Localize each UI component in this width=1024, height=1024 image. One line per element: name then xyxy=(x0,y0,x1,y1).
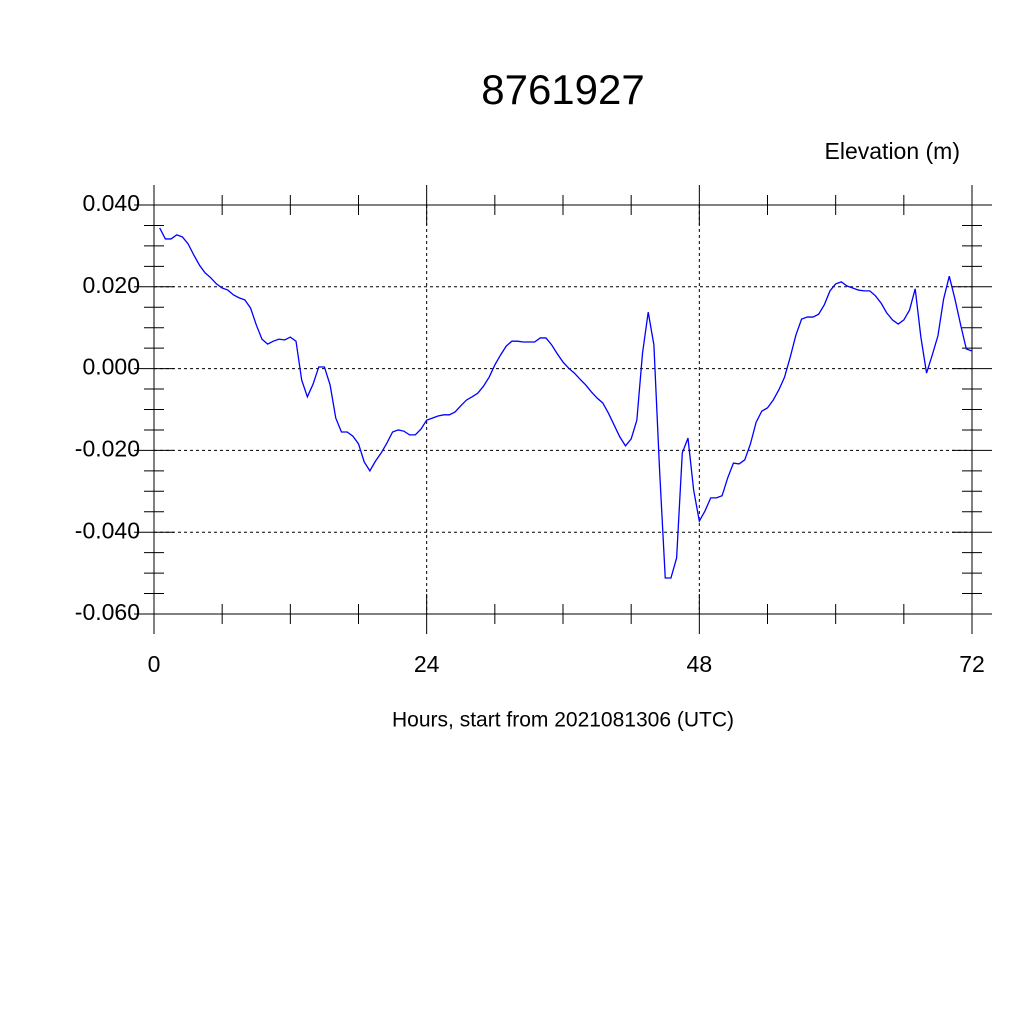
x-axis-title: Hours, start from 2021081306 (UTC) xyxy=(392,709,734,732)
y-tick-label: -0.060 xyxy=(75,599,140,625)
y-tick-label: -0.040 xyxy=(75,517,140,543)
x-tick-label: 24 xyxy=(414,651,440,677)
y-tick-label: 0.000 xyxy=(82,354,140,380)
chart-title: 8761927 xyxy=(481,66,645,113)
plot-frame xyxy=(153,204,973,615)
y-tick-label: -0.020 xyxy=(75,435,140,461)
x-tick-label: 72 xyxy=(959,651,985,677)
data-line xyxy=(159,227,973,579)
x-tick-label: 0 xyxy=(148,651,161,677)
x-tick-label: 48 xyxy=(687,651,713,677)
y-axis-title: Elevation (m) xyxy=(825,138,960,164)
y-tick-label: 0.020 xyxy=(82,272,140,298)
y-tick-label: 0.040 xyxy=(82,190,140,216)
